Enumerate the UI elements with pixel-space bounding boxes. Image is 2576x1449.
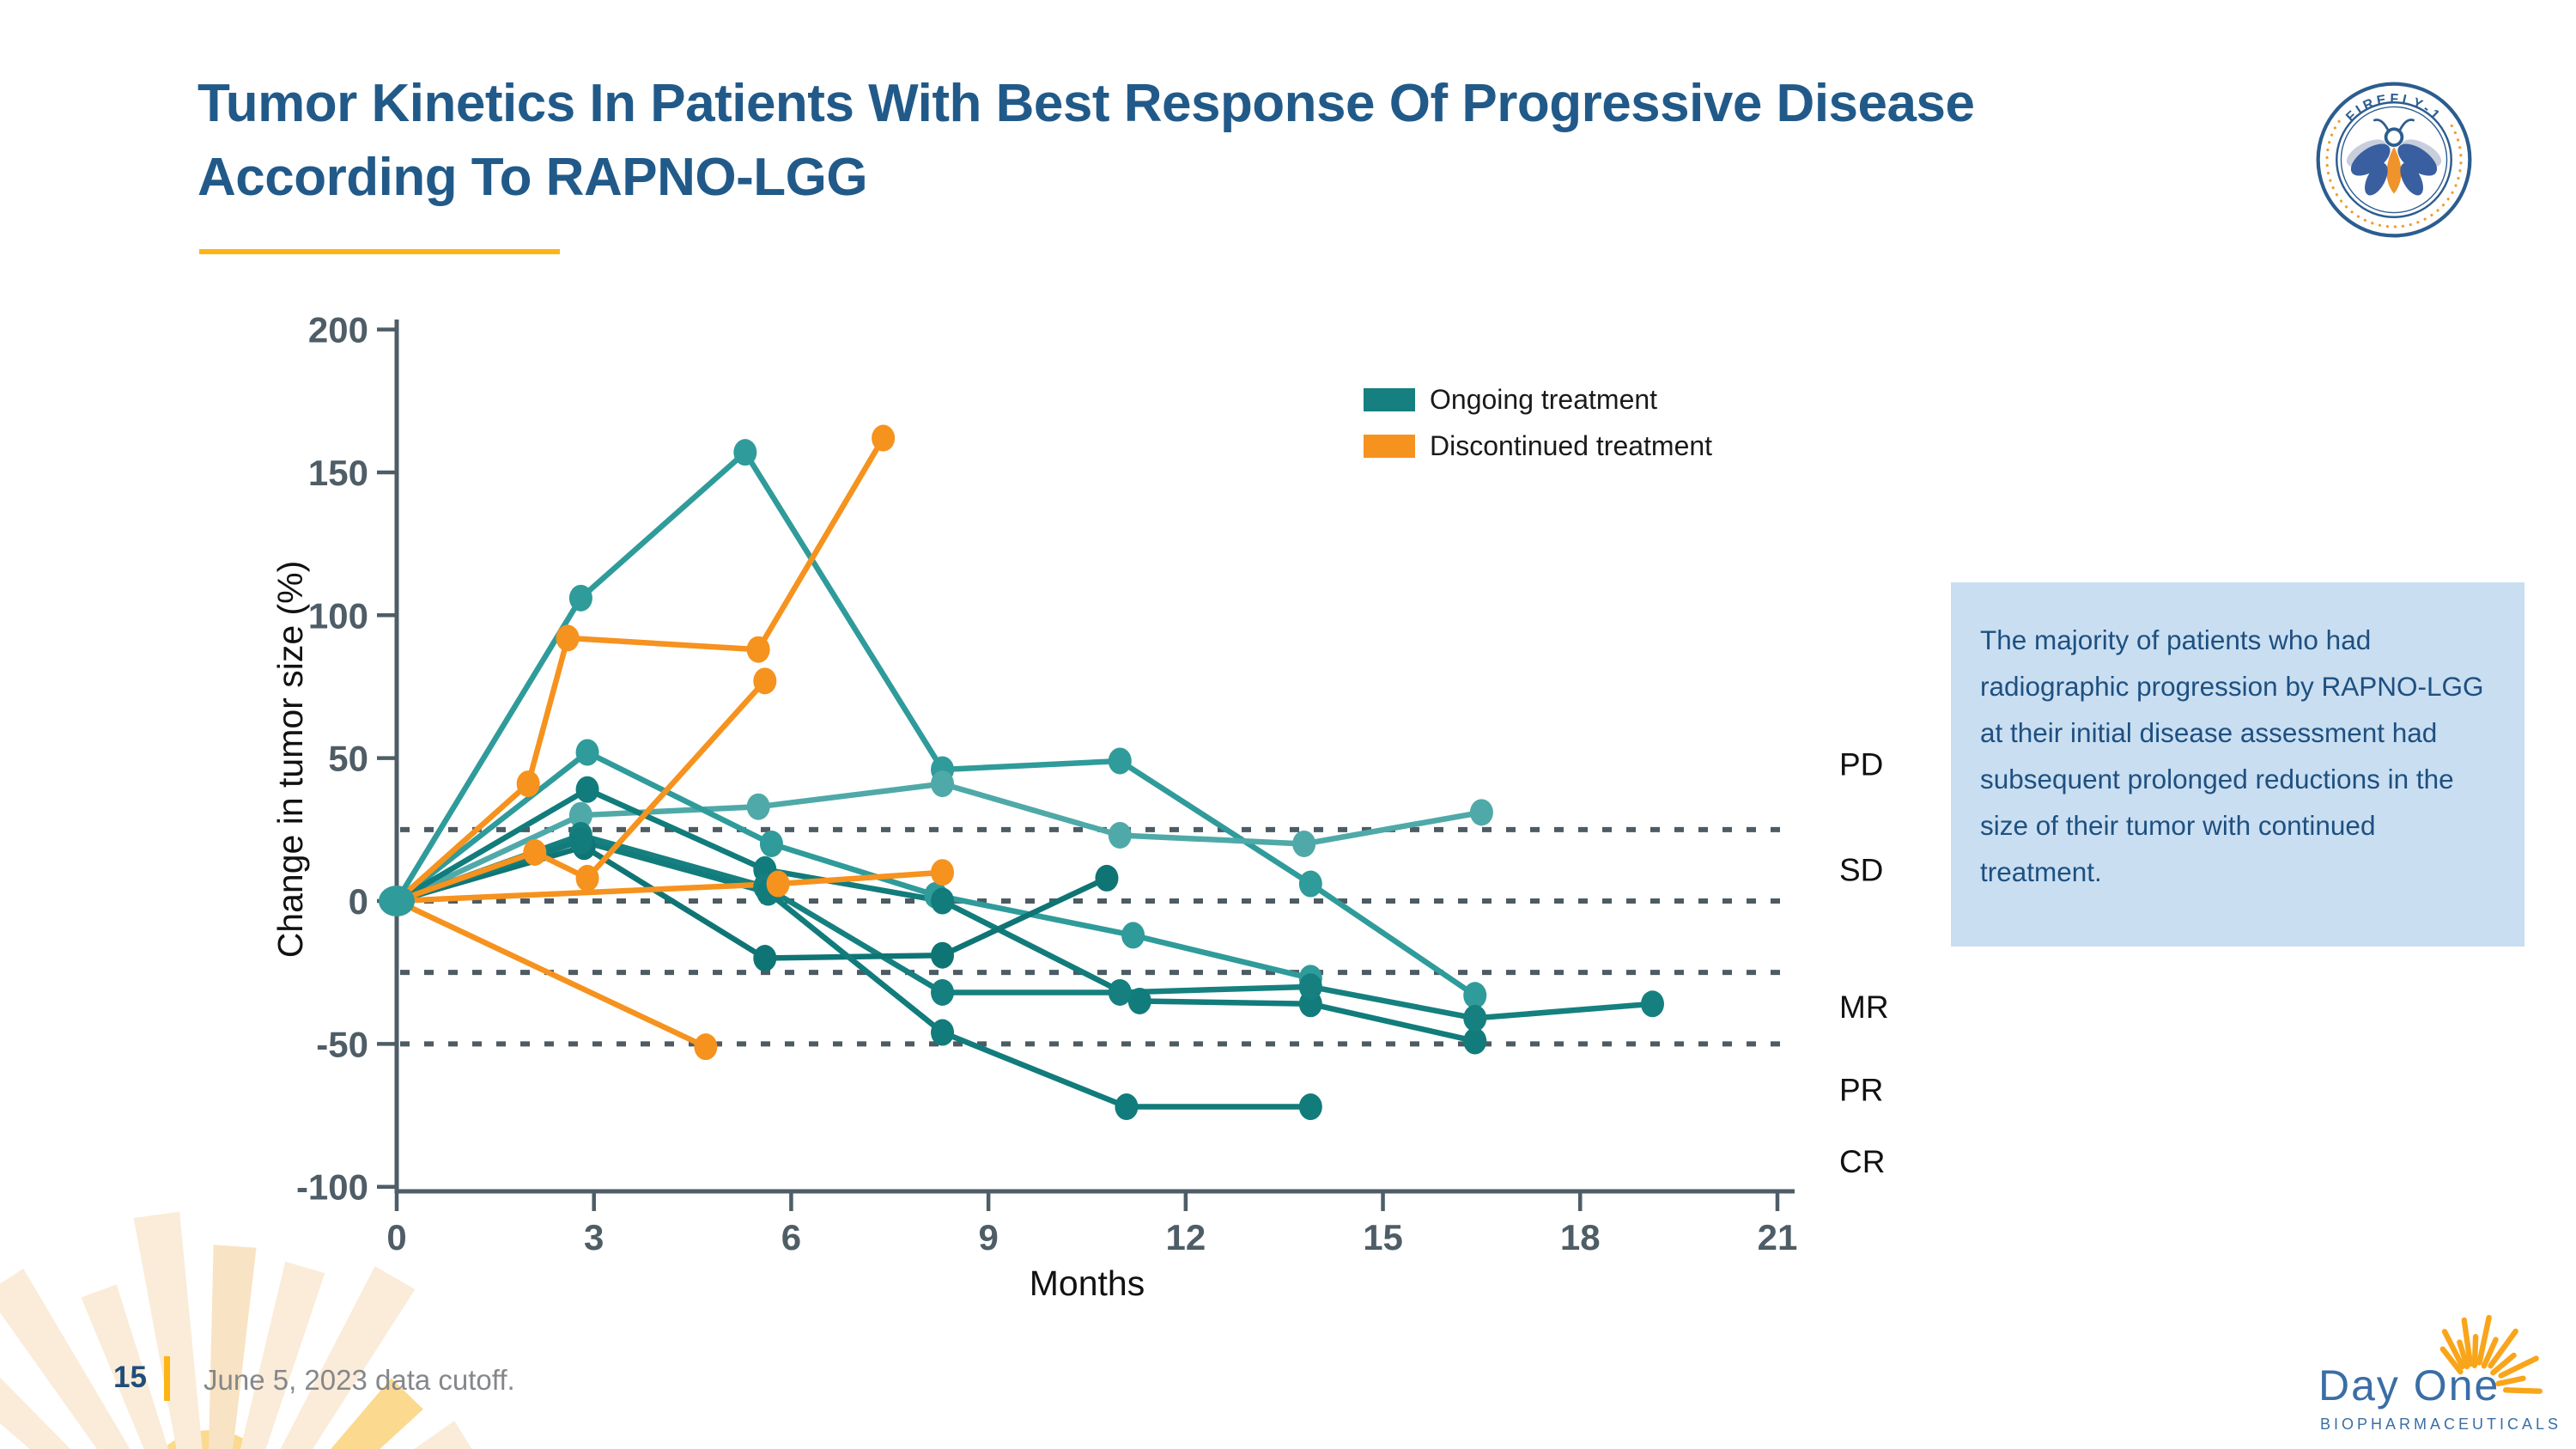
footer-divider xyxy=(164,1356,170,1401)
dayone-sunburst-icon xyxy=(2439,1314,2543,1394)
footnote: June 5, 2023 data cutoff. xyxy=(204,1364,515,1396)
svg-text:12: 12 xyxy=(1165,1217,1206,1257)
svg-text:50: 50 xyxy=(328,739,368,779)
svg-text:0: 0 xyxy=(349,881,368,922)
page-title: Tumor Kinetics In Patients With Best Res… xyxy=(197,74,1975,207)
svg-text:-50: -50 xyxy=(316,1024,368,1064)
svg-text:-100: -100 xyxy=(296,1167,368,1208)
chart-legend: Ongoing treatment Discontinued treatment xyxy=(1364,384,1712,462)
svg-text:0: 0 xyxy=(386,1217,406,1257)
legend-item-discontinued: Discontinued treatment xyxy=(1364,430,1712,462)
firefly-icon xyxy=(2346,119,2442,196)
dayone-logo: Day One BIOPHARMACEUTICALS xyxy=(2318,1314,2561,1433)
svg-text:PR: PR xyxy=(1839,1073,1883,1108)
legend-label: Ongoing treatment xyxy=(1430,384,1658,415)
title-underline xyxy=(199,249,560,254)
svg-text:MR: MR xyxy=(1839,989,1889,1025)
svg-text:6: 6 xyxy=(781,1217,801,1257)
discontinued-treatment-swatch xyxy=(1364,435,1415,458)
svg-text:9: 9 xyxy=(978,1217,998,1257)
dayone-wordmark: Day One xyxy=(2318,1361,2500,1409)
svg-text:150: 150 xyxy=(308,453,368,493)
legend-label: Discontinued treatment xyxy=(1430,430,1713,461)
svg-text:100: 100 xyxy=(308,595,368,636)
legend-item-ongoing: Ongoing treatment xyxy=(1364,384,1712,416)
svg-text:PD: PD xyxy=(1839,746,1883,782)
svg-text:Months: Months xyxy=(1030,1263,1145,1303)
svg-text:18: 18 xyxy=(1560,1217,1601,1257)
ongoing-treatment-swatch xyxy=(1364,388,1415,411)
svg-text:15: 15 xyxy=(1363,1217,1403,1257)
svg-text:21: 21 xyxy=(1758,1217,1798,1257)
svg-text:200: 200 xyxy=(308,310,368,350)
callout-box: The majority of patients who had radiogr… xyxy=(1951,582,2524,947)
dayone-subtext: BIOPHARMACEUTICALS xyxy=(2320,1416,2561,1433)
firefly-badge: FIREFLY-1 xyxy=(2316,82,2472,238)
svg-text:Change in tumor size (%): Change in tumor size (%) xyxy=(270,561,310,959)
svg-text:3: 3 xyxy=(584,1217,604,1257)
page-number: 15 xyxy=(113,1361,147,1394)
svg-text:CR: CR xyxy=(1839,1144,1885,1179)
svg-text:SD: SD xyxy=(1839,852,1883,887)
badge-dotted-ring xyxy=(2325,119,2463,228)
